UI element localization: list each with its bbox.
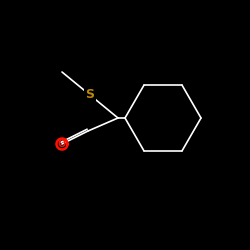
Text: O: O — [58, 139, 66, 149]
Text: S: S — [86, 88, 94, 102]
